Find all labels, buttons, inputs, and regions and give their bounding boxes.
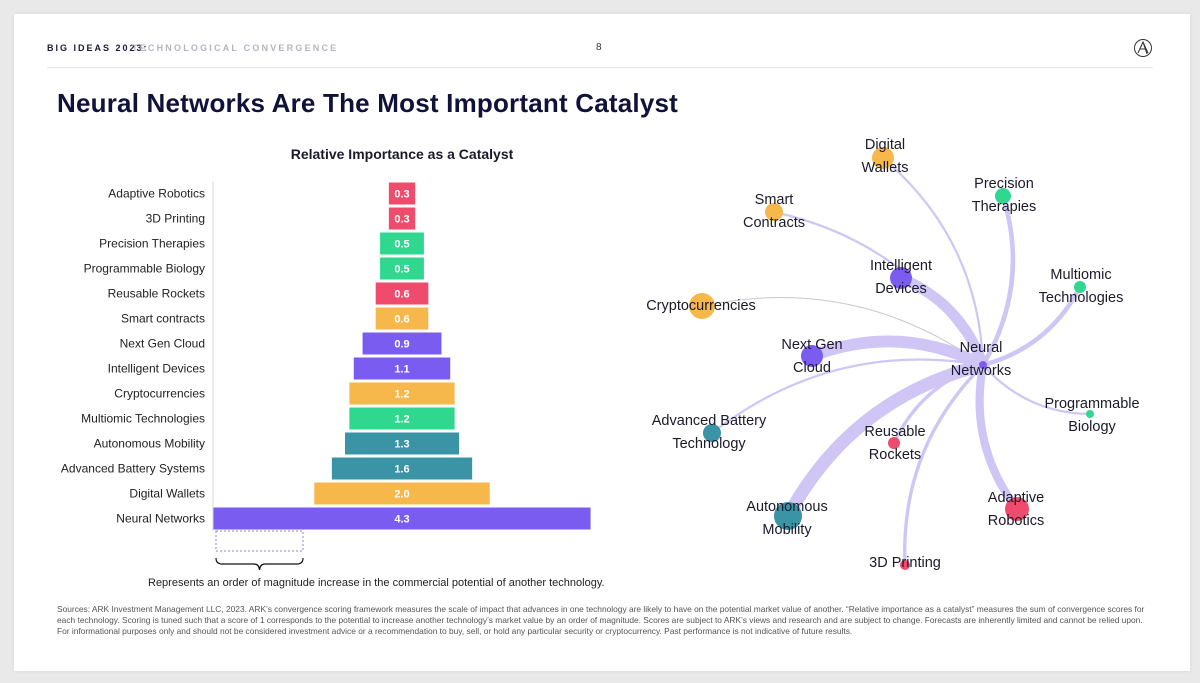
bar-value-label: 0.5 — [394, 239, 409, 251]
network-node — [765, 203, 783, 221]
bar-value-label: 0.5 — [394, 264, 409, 276]
network-node-label: Advanced Battery Technology — [652, 413, 767, 452]
network-node — [872, 147, 894, 169]
bar — [213, 507, 591, 530]
network-node-label: Reusable Rockets — [864, 424, 925, 463]
bar — [349, 407, 455, 430]
network-node — [890, 267, 912, 289]
category-label: Reusable Rockets — [108, 287, 205, 301]
network-node — [801, 345, 823, 367]
network-node — [689, 293, 715, 319]
bar — [353, 357, 451, 380]
network-edge — [806, 335, 989, 371]
bar — [375, 282, 429, 305]
network-node-label: Smart Contracts — [743, 192, 805, 231]
bar — [388, 207, 416, 230]
network-edge — [781, 358, 990, 523]
scale-brace — [215, 557, 304, 571]
sources-note: Sources: ARK Investment Management LLC, … — [57, 604, 1145, 637]
category-label: Smart contracts — [121, 312, 205, 326]
network-node-label: Autonomous Mobility — [746, 499, 827, 538]
network-node — [900, 560, 910, 570]
category-label: Programmable Biology — [84, 262, 205, 276]
network-edge — [881, 156, 985, 367]
network-node — [888, 437, 900, 449]
network-node-label: Next Gen Cloud — [781, 337, 842, 376]
network-edge — [903, 363, 985, 567]
bar — [331, 457, 473, 480]
page-number: 8 — [596, 42, 602, 53]
bar — [362, 332, 442, 355]
bar — [388, 182, 416, 205]
bar — [314, 482, 490, 505]
network-edge — [981, 363, 1092, 416]
network-node-label: Digital Wallets — [862, 137, 909, 176]
scale-reference-box — [215, 530, 304, 552]
chart-title: Relative Importance as a Catalyst — [290, 146, 514, 162]
bar — [375, 307, 429, 330]
network-edge — [975, 360, 1022, 514]
scale-legend-text: Represents an order of magnitude increas… — [148, 577, 605, 589]
category-label: Cryptocurrencies — [114, 387, 205, 401]
ark-logo-icon — [1134, 39, 1152, 57]
network-node — [774, 502, 802, 530]
network-hub-node — [979, 361, 987, 369]
network-edge — [980, 193, 1016, 368]
bar-chart: Adaptive Robotics 0.3 3D Printing 0.3 Precis… — [61, 181, 591, 571]
network-node — [1005, 497, 1029, 521]
category-label: Multiomic Technologies — [81, 412, 205, 426]
bar-value-label: 1.3 — [394, 439, 409, 451]
network-edge — [895, 272, 989, 371]
network-node-label: Intelligent Devices — [870, 258, 932, 297]
network-node-label: Programmable Biology — [1044, 396, 1139, 435]
header-divider — [47, 67, 1153, 68]
category-label: Precision Therapies — [99, 237, 205, 251]
network-hub-label: Neural Networks — [951, 340, 1011, 379]
bar — [380, 257, 424, 280]
network-edge — [710, 358, 985, 435]
bar-value-label: 0.3 — [394, 189, 409, 201]
bar — [380, 232, 424, 255]
bar-value-label: 1.6 — [394, 464, 409, 476]
page-title: Neural Networks Are The Most Important C… — [57, 88, 679, 118]
network-node-label: Adaptive Robotics — [988, 490, 1044, 529]
bar — [344, 432, 460, 455]
bar-value-label: 0.9 — [394, 339, 409, 351]
network-node — [1086, 410, 1094, 418]
header-series: BIG IDEAS 2023: — [47, 43, 149, 53]
network-node — [1074, 281, 1086, 293]
bar-value-label: 2.0 — [394, 489, 409, 501]
bar-value-label: 0.6 — [394, 289, 409, 301]
category-label: Adaptive Robotics — [108, 187, 205, 201]
bar-value-label: 0.3 — [394, 214, 409, 226]
category-label: Neural Networks — [116, 512, 205, 526]
network-node-label: Precision Therapies — [972, 176, 1036, 215]
category-label: 3D Printing — [146, 212, 205, 226]
category-label: Advanced Battery Systems — [61, 462, 205, 476]
category-label: Next Gen Cloud — [120, 337, 205, 351]
category-label: Autonomous Mobility — [94, 437, 205, 451]
category-label: Digital Wallets — [129, 487, 205, 501]
network-node-label: Multiomic Technologies — [1039, 267, 1124, 306]
header-subtitle: TECHNOLOGICAL CONVERGENCE — [132, 43, 339, 53]
bar-value-label: 4.3 — [394, 514, 409, 526]
convergence-network: Digital Wallets Smart Contracts Precision The… — [646, 137, 1139, 571]
network-node — [703, 424, 721, 442]
network-nodes — [689, 147, 1094, 570]
network-edge — [701, 297, 984, 366]
bar-value-label: 0.6 — [394, 314, 409, 326]
network-node-label: 3D Printing — [869, 555, 941, 571]
bar-value-label: 1.2 — [394, 389, 409, 401]
bar — [349, 382, 455, 405]
category-label: Intelligent Devices — [108, 362, 205, 376]
network-node — [995, 188, 1011, 204]
network-edges — [701, 156, 1092, 567]
network-edge — [980, 284, 1083, 368]
bar-value-label: 1.2 — [394, 414, 409, 426]
bar-value-label: 1.1 — [394, 364, 409, 376]
network-node-label: Cryptocurrencies — [646, 298, 756, 314]
